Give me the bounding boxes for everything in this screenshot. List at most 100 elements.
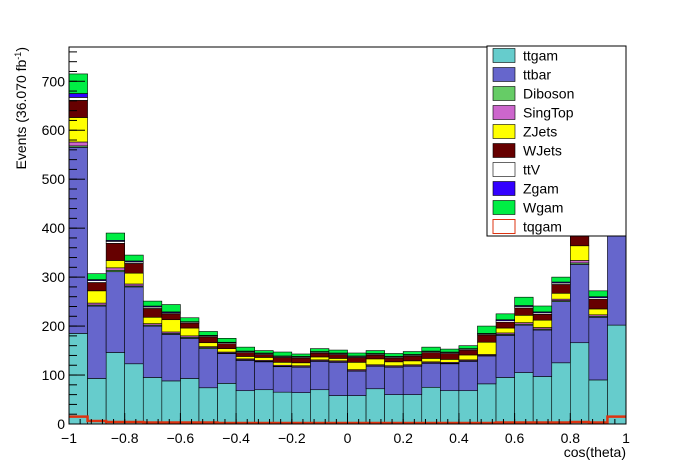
legend: ttgam ttbar Diboson SingTop ZJets WJets ttV Zga… (486, 45, 627, 237)
bar-ttgam-25 (532, 376, 553, 425)
x-tick-label: 0 (344, 430, 352, 446)
bar-ttgam-2 (105, 352, 125, 425)
bar-wgam-3 (124, 254, 144, 262)
bar-wjets-18 (402, 355, 423, 362)
bar-ttgam-19 (421, 386, 441, 425)
y-tick-labels: 0 100 200 300 400 500 600 700 (42, 73, 66, 432)
bar-wgam-5 (161, 304, 181, 313)
bar-wgam-10 (254, 350, 274, 354)
bar-ttbar-0 (68, 147, 88, 334)
bar-wjets-23 (495, 321, 515, 329)
y-tick-label: 500 (42, 171, 66, 187)
bar-ttgam-21 (458, 390, 478, 425)
x-tick-label: 0.8 (561, 430, 581, 446)
y-tick-label: 100 (42, 367, 66, 383)
bar-wjets-28 (588, 298, 608, 310)
y-tick-label: 200 (42, 318, 66, 334)
legend-label-ttbar: ttbar (523, 67, 551, 83)
bar-ttbar-25 (532, 329, 553, 377)
legend-label-zjets: ZJets (523, 124, 557, 140)
y-tick-label: 600 (42, 122, 66, 138)
bar-ttgam-4 (142, 377, 163, 425)
bar-wjets-5 (161, 313, 181, 321)
bar-wgam-16 (365, 350, 385, 354)
legend-swatch-diboson (492, 86, 516, 101)
bar-ttbar-24 (514, 324, 534, 373)
bar-wgam-4 (142, 300, 163, 307)
bar-ttgam-17 (384, 394, 404, 425)
bar-ttgam-24 (514, 372, 534, 425)
bar-wgam-17 (384, 353, 404, 357)
bar-wgam-15 (347, 352, 367, 357)
bar-wgam-1 (87, 273, 107, 280)
bar-ttbar-15 (347, 370, 367, 396)
bar-zjets-11 (272, 362, 293, 366)
bar-wgam-18 (402, 351, 423, 355)
bar-wgam-20 (440, 348, 460, 353)
bar-ttgam-7 (198, 387, 218, 425)
bar-zjets-16 (365, 358, 385, 366)
bar-ttbar-21 (458, 361, 478, 392)
bar-ttbar-18 (402, 365, 423, 395)
x-tick-label: 0.4 (449, 430, 469, 446)
bar-ttbar-11 (272, 366, 293, 393)
bar-zjets-7 (198, 342, 218, 347)
bar-ttgam-18 (402, 394, 423, 425)
bar-wgam-12 (291, 353, 311, 357)
bar-ttgam-8 (217, 383, 237, 425)
bar-wgam-11 (272, 351, 293, 357)
bar-zjets-12 (291, 362, 311, 367)
bar-wjets-24 (514, 307, 534, 316)
bar-zgam-0 (68, 93, 88, 98)
legend-swatch-ttgam (492, 48, 516, 63)
legend-swatch-singtop (492, 105, 516, 120)
bar-ttbar-13 (310, 361, 330, 391)
bar-ttgam-9 (235, 390, 255, 425)
bar-wjets-8 (217, 343, 237, 349)
bar-ttbar-29 (607, 231, 627, 326)
bar-wgam-6 (180, 317, 200, 322)
y-tick-label: 700 (42, 73, 66, 89)
legend-label-singtop: SingTop (523, 105, 574, 121)
bar-ttbar-27 (569, 264, 590, 344)
bar-wjets-13 (310, 352, 330, 358)
y-axis-label: Events (36.070 fb-1) (13, 47, 29, 169)
bar-wgam-14 (328, 349, 348, 354)
bar-ttbar-1 (87, 305, 107, 379)
bar-ttgam-23 (495, 377, 515, 425)
bar-zjets-26 (551, 292, 571, 300)
bar-singtop-2 (105, 267, 125, 271)
bar-wjets-6 (180, 322, 200, 329)
bar-wgam-21 (458, 345, 478, 349)
bar-ttgam-6 (180, 378, 200, 425)
bar-ttgam-3 (124, 363, 144, 425)
bar-wjets-3 (124, 263, 144, 274)
legend-label-tqgam: tqgam (523, 219, 562, 235)
bar-zjets-22 (477, 341, 497, 355)
bar-singtop-0 (68, 141, 88, 147)
bar-ttbar-8 (217, 353, 237, 384)
bar-wjets-27 (569, 235, 590, 247)
bar-ttbar-14 (328, 362, 348, 396)
x-tick-label: −0.8 (111, 430, 139, 446)
bar-ttgam-11 (272, 391, 293, 425)
bar-wjets-1 (87, 282, 107, 292)
legend-swatch-zgam (492, 181, 516, 196)
x-tick-labels: −1 −0.8 −0.6 −0.4 −0.2 0 0.2 0.4 0.6 0.8 1 (61, 430, 630, 446)
bar-ttgam-10 (254, 389, 274, 425)
legend-label-ttgam: ttgam (523, 48, 558, 64)
legend-swatch-ttv (492, 162, 516, 177)
bar-ttbar-16 (365, 365, 385, 390)
bar-ttbar-10 (254, 361, 274, 391)
bar-zjets-27 (569, 245, 590, 261)
legend-label-diboson: Diboson (523, 86, 574, 102)
bar-zjets-2 (105, 260, 125, 269)
bar-ttbar-12 (291, 366, 311, 393)
bar-zjets-18 (402, 360, 423, 366)
x-tick-label: −0.4 (222, 430, 250, 446)
bar-wjets-26 (551, 284, 571, 294)
bar-zjets-14 (328, 358, 348, 362)
bar-ttbar-26 (551, 301, 571, 364)
x-tick-label: −0.2 (278, 430, 306, 446)
